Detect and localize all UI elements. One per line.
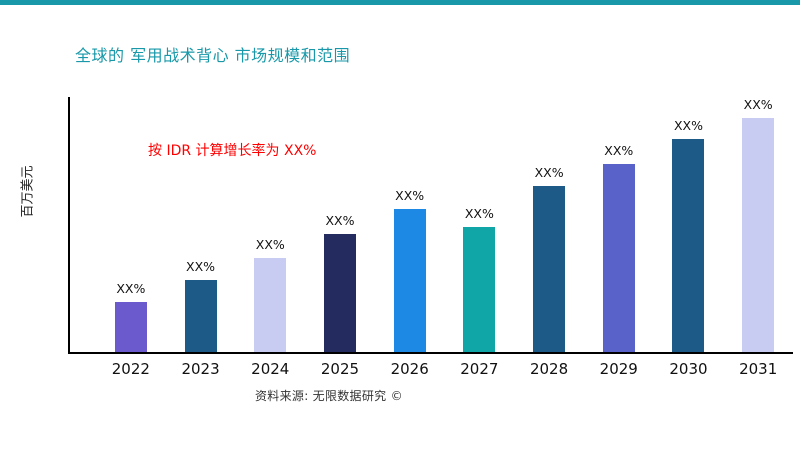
bar-2024 [254, 258, 287, 352]
bar-2023 [184, 280, 217, 352]
x-tick-2022: 2022 [111, 360, 150, 378]
bar-slot-2023: XX% [166, 97, 236, 352]
plot-area: XX% XX% XX% XX% XX% XX% XX% XX% XX% XX% [68, 97, 793, 354]
bar-value-label-2023: XX% [186, 259, 216, 274]
bar-2025 [323, 234, 356, 352]
x-tick-2031: 2031 [739, 360, 778, 378]
bar-2031 [742, 118, 775, 352]
bar-slot-2025: XX% [305, 97, 375, 352]
bar-2027 [463, 227, 496, 352]
bar-value-label-2031: XX% [743, 97, 773, 112]
bar-2022 [114, 302, 147, 352]
x-tick-2025: 2025 [320, 360, 360, 378]
x-tick-2028: 2028 [529, 360, 569, 378]
bar-value-label-2024: XX% [255, 237, 285, 252]
bar-slot-2026: XX% [375, 97, 445, 352]
bar-slot-2031: XX% [723, 97, 793, 352]
bar-value-label-2022: XX% [116, 281, 146, 296]
bar-2029 [602, 164, 635, 352]
bar-value-label-2030: XX% [673, 118, 703, 133]
growth-rate-annotation: 按 IDR 计算增长率为 XX% [148, 143, 317, 159]
x-tick-2023: 2023 [181, 360, 220, 378]
bar-2028 [533, 186, 566, 352]
bar-slot-2027: XX% [445, 97, 515, 352]
top-accent-bar [0, 0, 800, 5]
chart-title: 全球的 军用战术背心 市场规模和范围 [75, 46, 351, 65]
source-caption: 资料来源: 无限数据研究 © [255, 389, 403, 403]
bar-value-label-2026: XX% [395, 188, 425, 203]
bar-slot-2024: XX% [235, 97, 305, 352]
x-tick-2024: 2024 [251, 360, 290, 378]
x-tick-2029: 2029 [599, 360, 638, 378]
bar-slot-2022: XX% [96, 97, 166, 352]
x-tick-2030: 2030 [669, 360, 708, 378]
bar-2026 [393, 209, 426, 352]
x-tick-2027: 2027 [460, 360, 499, 378]
y-axis-label: 百万美元 [20, 165, 36, 218]
bar-value-label-2025: XX% [325, 213, 355, 228]
bar-slot-2029: XX% [584, 97, 654, 352]
bar-slot-2028: XX% [514, 97, 584, 352]
x-axis-ticks: 2022 2023 2024 2025 2026 2027 2028 2029 2030 2031 [96, 360, 793, 378]
bar-value-label-2027: XX% [464, 206, 494, 221]
x-tick-2026: 2026 [390, 360, 429, 378]
bar-value-label-2028: XX% [534, 165, 564, 180]
bar-2030 [672, 139, 705, 352]
bar-value-label-2029: XX% [604, 143, 634, 158]
bar-slot-2030: XX% [654, 97, 724, 352]
